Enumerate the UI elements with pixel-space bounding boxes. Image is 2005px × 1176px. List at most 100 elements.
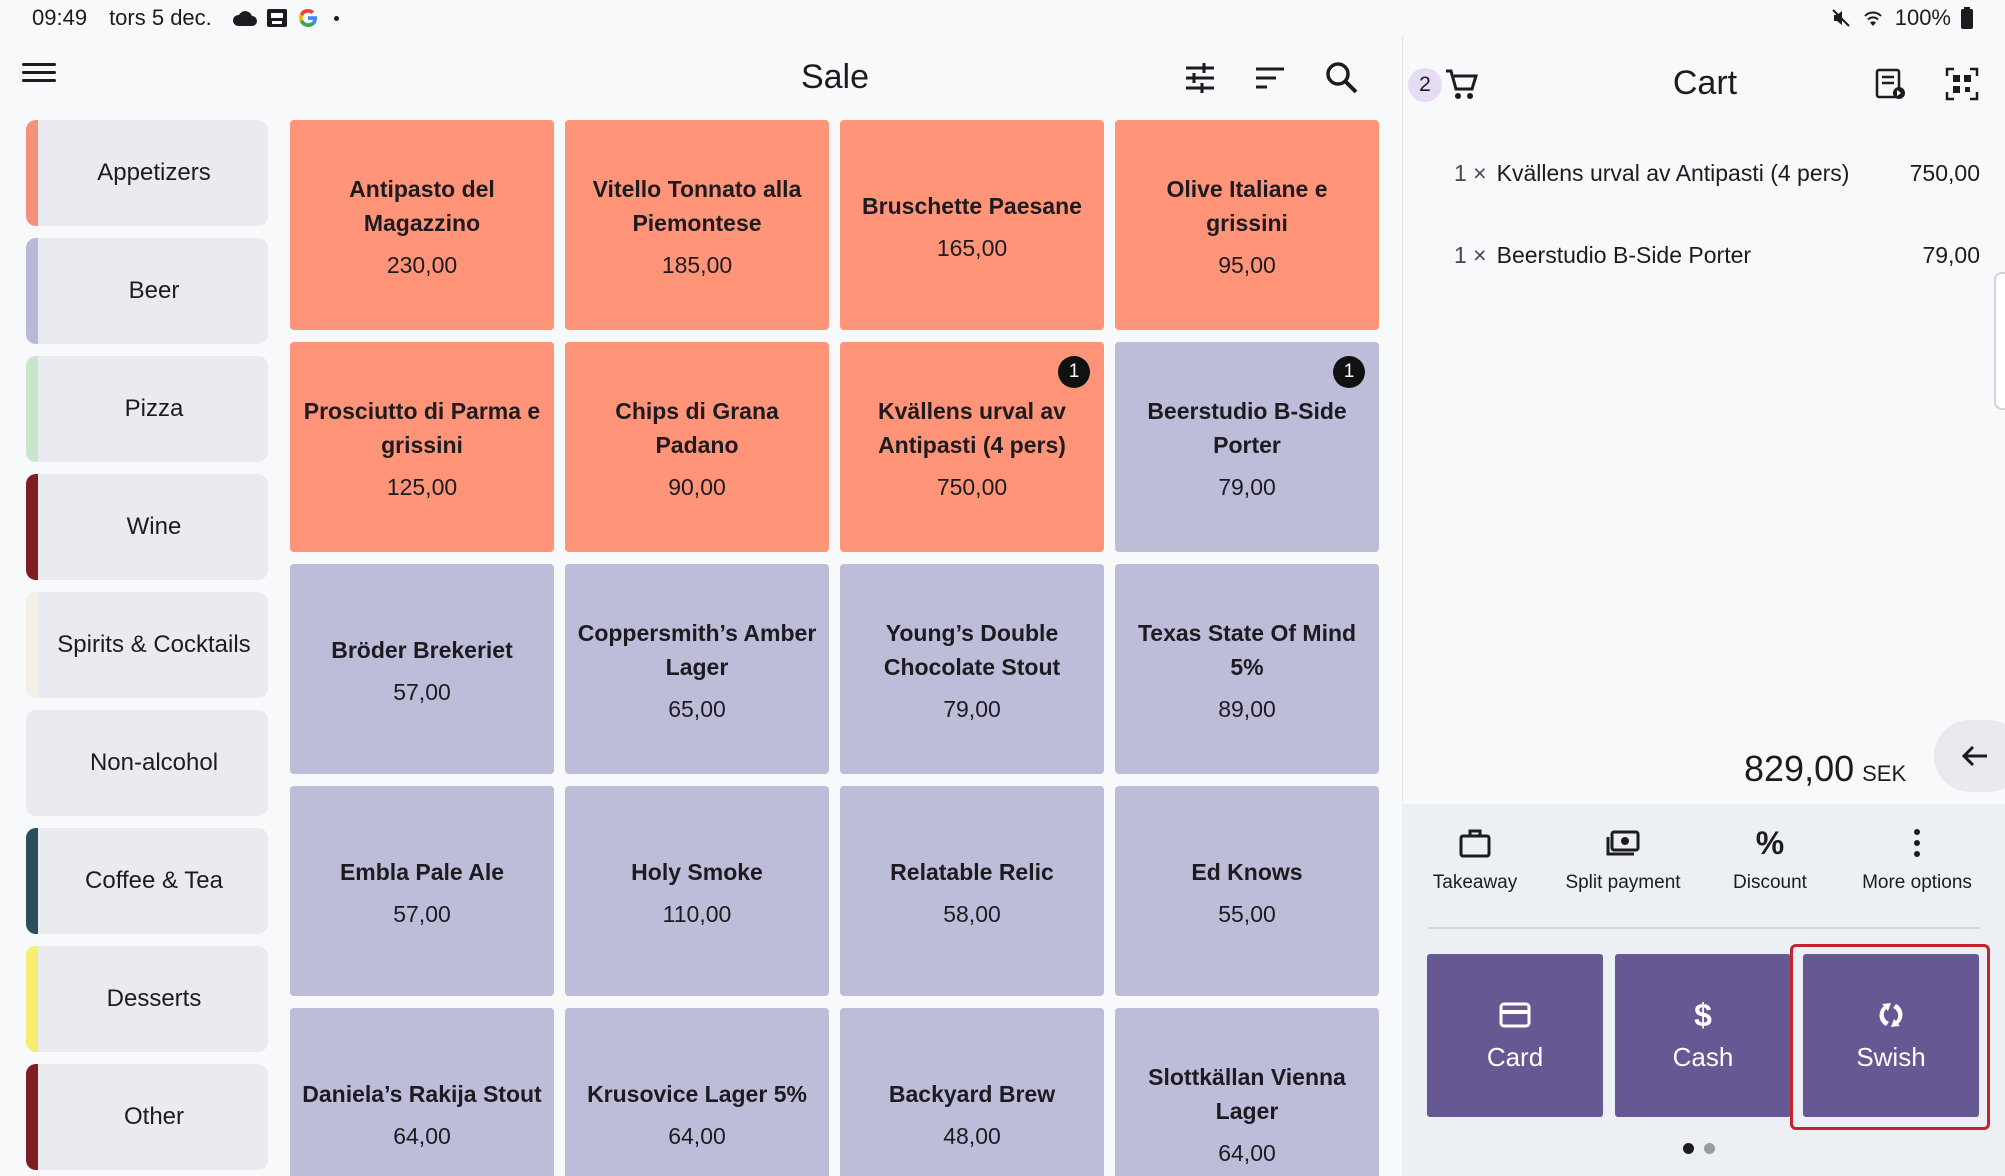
takeaway-button[interactable]: Takeaway bbox=[1400, 826, 1550, 894]
battery-percent: 100% bbox=[1894, 5, 1951, 30]
product-tile[interactable]: Vitello Tonnato alla Piemontese 185,00 bbox=[565, 120, 829, 330]
product-grid: Antipasto del Magazzino 230,00 Vitello To… bbox=[290, 120, 1380, 1176]
search-icon[interactable] bbox=[1324, 60, 1360, 96]
product-name: Beerstudio B-Side Porter bbox=[1147, 397, 1347, 458]
discount-label: Discount bbox=[1733, 872, 1807, 893]
payments-icon bbox=[1606, 830, 1640, 856]
category-wine[interactable]: Wine bbox=[26, 474, 268, 580]
category-label: Spirits & Cocktails bbox=[57, 631, 251, 658]
cart-line-amount: 79,00 bbox=[1922, 242, 1980, 268]
cart-line-item[interactable]: 1 × Kvällens urval av Antipasti (4 pers)… bbox=[1454, 160, 1980, 187]
split-payment-button[interactable]: Split payment bbox=[1548, 826, 1698, 894]
more-vert-icon bbox=[1914, 829, 1920, 857]
product-tile[interactable]: Prosciutto di Parma e grissini 125,00 bbox=[290, 342, 554, 552]
product-name: Holy Smoke bbox=[631, 858, 763, 885]
arrow-back-icon bbox=[1961, 745, 1987, 767]
swish-payment-button[interactable]: Swish bbox=[1803, 954, 1979, 1117]
status-date: tors 5 dec. bbox=[109, 5, 212, 30]
product-tile[interactable]: Chips di Grana Padano 90,00 bbox=[565, 342, 829, 552]
product-price: 64,00 bbox=[393, 1122, 451, 1149]
product-tile[interactable]: Holy Smoke 110,00 bbox=[565, 786, 829, 996]
category-color-stripe bbox=[26, 356, 38, 462]
product-price: 110,00 bbox=[662, 900, 732, 927]
product-tile[interactable]: Antipasto del Magazzino 230,00 bbox=[290, 120, 554, 330]
product-price: 230,00 bbox=[386, 251, 458, 278]
keyboard-icon bbox=[266, 9, 287, 27]
product-name: Relatable Relic bbox=[890, 858, 1054, 885]
product-tile[interactable]: Bröder Brekeriet 57,00 bbox=[290, 564, 554, 774]
category-label: Coffee & Tea bbox=[85, 867, 223, 894]
product-name: Daniela’s Rakija Stout bbox=[302, 1080, 542, 1107]
dollar-icon: $ bbox=[1694, 997, 1712, 1033]
category-list: Appetizers Beer Pizza Wine Spirits & Coc… bbox=[26, 120, 268, 1176]
category-coffee-tea[interactable]: Coffee & Tea bbox=[26, 828, 268, 934]
product-price: 95,00 bbox=[1218, 251, 1276, 278]
product-tile[interactable]: Daniela’s Rakija Stout 64,00 bbox=[290, 1008, 554, 1176]
cash-payment-button[interactable]: $ Cash bbox=[1615, 954, 1791, 1117]
product-price: 48,00 bbox=[943, 1122, 1001, 1149]
product-quantity-badge: 1 bbox=[1058, 356, 1090, 388]
category-beer[interactable]: Beer bbox=[26, 238, 268, 344]
category-label: Beer bbox=[128, 277, 180, 304]
discount-button[interactable]: % Discount bbox=[1695, 826, 1845, 894]
product-quantity-badge: 1 bbox=[1333, 356, 1365, 388]
product-tile[interactable]: Coppersmith’s Amber Lager 65,00 bbox=[565, 564, 829, 774]
product-tile[interactable]: Kvällens urval av Antipasti (4 pers) 750,… bbox=[840, 342, 1104, 552]
product-tile[interactable]: Slottkällan Vienna Lager 64,00 bbox=[1115, 1008, 1379, 1176]
product-price: 125,00 bbox=[386, 473, 458, 500]
product-tile[interactable]: Young’s Double Chocolate Stout 79,00 bbox=[840, 564, 1104, 774]
product-name: Krusovice Lager 5% bbox=[587, 1080, 807, 1107]
page-dot-active[interactable] bbox=[1683, 1143, 1694, 1154]
hamburger-menu-icon[interactable] bbox=[22, 58, 56, 88]
qr-code-icon[interactable] bbox=[1944, 66, 1980, 102]
product-tile[interactable]: Beerstudio B-Side Porter 79,00 1 bbox=[1115, 342, 1379, 552]
product-name: Chips di Grana Padano bbox=[615, 397, 779, 458]
notification-icons bbox=[232, 6, 339, 30]
product-price: 64,00 bbox=[1218, 1139, 1276, 1166]
product-tile[interactable]: Ed Knows 55,00 bbox=[1115, 786, 1379, 996]
scrollbar-handle[interactable] bbox=[1994, 272, 2005, 410]
category-desserts[interactable]: Desserts bbox=[26, 946, 268, 1052]
status-time: 09:49 bbox=[32, 5, 88, 30]
product-tile[interactable]: Bruschette Paesane 165,00 bbox=[840, 120, 1104, 330]
category-pizza[interactable]: Pizza bbox=[26, 356, 268, 462]
cart-line-item[interactable]: 1 × Beerstudio B-Side Porter 79,00 bbox=[1454, 242, 1980, 269]
card-payment-button[interactable]: Card bbox=[1427, 954, 1603, 1117]
more-notifications-dot bbox=[333, 15, 339, 21]
collapse-cart-button[interactable] bbox=[1934, 720, 2005, 792]
product-tile[interactable]: Krusovice Lager 5% 64,00 bbox=[565, 1008, 829, 1176]
sort-icon[interactable] bbox=[1252, 60, 1288, 96]
product-price: 65,00 bbox=[668, 695, 726, 722]
swish-logo-icon bbox=[1879, 1003, 1903, 1027]
page-dot[interactable] bbox=[1704, 1143, 1715, 1154]
product-tile[interactable]: Relatable Relic 58,00 bbox=[840, 786, 1104, 996]
product-name: Ed Knows bbox=[1191, 858, 1303, 885]
product-tile[interactable]: Texas State Of Mind 5% 89,00 bbox=[1115, 564, 1379, 774]
product-name: Antipasto del Magazzino bbox=[349, 175, 495, 236]
category-appetizers[interactable]: Appetizers bbox=[26, 120, 268, 226]
status-bar: 09:49 tors 5 dec. 100% bbox=[0, 0, 2005, 36]
credit-card-icon bbox=[1499, 1002, 1531, 1028]
category-color-stripe bbox=[26, 592, 38, 698]
product-tile[interactable]: Embla Pale Ale 57,00 bbox=[290, 786, 554, 996]
receipt-icon[interactable] bbox=[1872, 66, 1908, 102]
category-non-alcohol[interactable]: Non-alcohol bbox=[26, 710, 268, 816]
cart-line-name: Kvällens urval av Antipasti (4 pers) bbox=[1496, 160, 1850, 186]
category-other[interactable]: Other bbox=[26, 1064, 268, 1170]
card-label: Card bbox=[1486, 1042, 1544, 1072]
shopping-cart-icon[interactable] bbox=[1444, 66, 1480, 102]
product-tile[interactable]: Olive Italiane e grissini 95,00 bbox=[1115, 120, 1379, 330]
category-color-stripe bbox=[26, 238, 38, 344]
more-options-button[interactable]: More options bbox=[1842, 826, 1992, 894]
product-name: Prosciutto di Parma e grissini bbox=[303, 397, 541, 458]
product-name: Vitello Tonnato alla Piemontese bbox=[592, 175, 802, 236]
wifi-icon bbox=[1863, 11, 1882, 26]
product-name: Kvällens urval av Antipasti (4 pers) bbox=[878, 397, 1066, 458]
category-label: Other bbox=[123, 1103, 185, 1130]
product-tile[interactable]: Backyard Brew 48,00 bbox=[840, 1008, 1104, 1176]
category-color-stripe bbox=[26, 1064, 38, 1170]
filter-tune-icon[interactable] bbox=[1182, 60, 1218, 96]
cart-line-amount: 750,00 bbox=[1909, 160, 1980, 186]
cart-total-amount: 829,00 bbox=[1744, 748, 1855, 789]
category-spirits-cocktails[interactable]: Spirits & Cocktails bbox=[26, 592, 268, 698]
